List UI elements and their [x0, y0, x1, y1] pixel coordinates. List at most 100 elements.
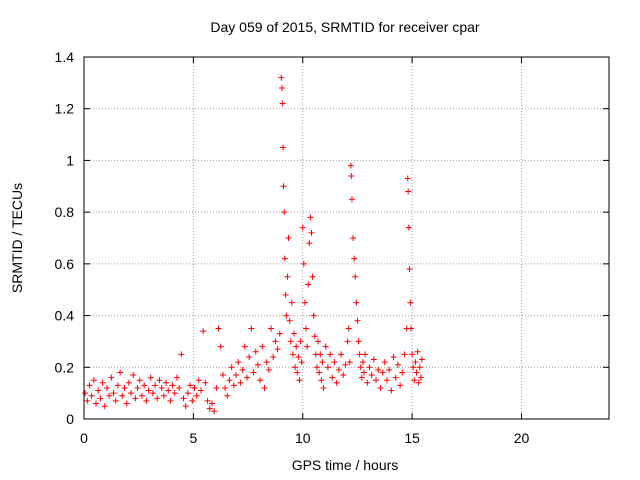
data-point — [123, 400, 130, 407]
data-point — [407, 299, 414, 306]
data-point — [304, 343, 311, 350]
plus-marker — [297, 338, 304, 345]
plus-marker — [280, 144, 287, 151]
data-point — [386, 366, 393, 373]
plus-marker — [211, 408, 218, 415]
plus-marker — [274, 346, 281, 353]
data-point — [178, 351, 185, 358]
x-tick-label: 5 — [189, 430, 197, 446]
y-tick-label: 0.6 — [55, 256, 75, 272]
data-point — [346, 359, 353, 366]
data-point — [338, 351, 345, 358]
data-point — [351, 255, 358, 262]
plus-marker — [246, 353, 253, 360]
plus-marker — [204, 397, 211, 404]
data-point — [415, 379, 422, 386]
data-point — [333, 379, 340, 386]
data-point — [303, 325, 310, 332]
plus-marker — [268, 325, 275, 332]
plus-marker — [415, 379, 422, 386]
data-point — [309, 273, 316, 280]
x-axis-label: GPS time / hours — [292, 457, 399, 473]
data-point — [99, 379, 106, 386]
data-point — [200, 328, 207, 335]
data-point — [301, 299, 308, 306]
plus-marker — [257, 377, 264, 384]
data-point — [191, 384, 198, 391]
data-point — [373, 377, 380, 384]
plus-marker — [320, 384, 327, 391]
plus-marker — [198, 387, 205, 394]
plus-marker — [280, 183, 287, 190]
data-point — [329, 374, 336, 381]
plus-marker — [315, 338, 322, 345]
data-point — [112, 397, 119, 404]
data-point — [292, 364, 299, 371]
plus-marker — [359, 359, 366, 366]
data-point — [149, 390, 156, 397]
plus-marker — [263, 359, 270, 366]
data-point — [222, 384, 229, 391]
data-point — [311, 333, 318, 340]
plus-marker — [322, 343, 329, 350]
data-point — [347, 162, 354, 169]
plus-marker — [239, 366, 246, 373]
plus-marker — [138, 392, 145, 399]
data-point — [213, 384, 220, 391]
data-point — [411, 377, 418, 384]
data-point — [379, 369, 386, 376]
plus-marker — [316, 369, 323, 376]
data-point — [279, 100, 286, 107]
plus-marker — [171, 390, 178, 397]
data-point — [412, 359, 419, 366]
plus-marker — [282, 291, 289, 298]
data-point — [406, 266, 413, 273]
data-point — [97, 395, 104, 402]
plus-marker — [95, 387, 102, 394]
data-point — [362, 351, 369, 358]
plus-marker — [125, 379, 132, 386]
plus-marker — [252, 348, 259, 355]
plus-marker — [405, 224, 412, 231]
plus-marker — [233, 372, 240, 379]
data-point — [298, 359, 305, 366]
plus-marker — [401, 351, 408, 358]
data-point — [156, 377, 163, 384]
plus-marker — [114, 382, 121, 389]
data-point — [357, 364, 364, 371]
data-point — [182, 403, 189, 410]
plus-marker — [405, 188, 412, 195]
plus-marker — [248, 325, 255, 332]
data-point — [259, 343, 266, 350]
data-point — [252, 348, 259, 355]
plus-marker — [97, 395, 104, 402]
data-point — [147, 374, 154, 381]
plus-marker — [392, 374, 399, 381]
data-point — [237, 379, 244, 386]
plus-marker — [283, 312, 290, 319]
plus-marker — [200, 328, 207, 335]
plus-marker — [86, 382, 93, 389]
plus-marker — [304, 343, 311, 350]
data-point — [110, 390, 117, 397]
plus-marker — [195, 377, 202, 384]
data-point — [289, 351, 296, 358]
plus-marker — [167, 397, 174, 404]
plus-marker — [414, 348, 421, 355]
data-point — [392, 374, 399, 381]
plus-marker — [296, 377, 303, 384]
data-point — [377, 384, 384, 391]
chart-title: Day 059 of 2015, SRMTID for receiver cpa… — [210, 19, 480, 35]
plus-marker — [331, 359, 338, 366]
plus-marker — [213, 384, 220, 391]
data-point — [169, 382, 176, 389]
plus-marker — [241, 343, 248, 350]
data-point — [282, 291, 289, 298]
plus-marker — [82, 390, 89, 397]
plus-marker — [169, 382, 176, 389]
data-point — [288, 299, 295, 306]
plus-marker — [370, 356, 377, 363]
plus-marker — [327, 351, 334, 358]
data-point — [383, 377, 390, 384]
